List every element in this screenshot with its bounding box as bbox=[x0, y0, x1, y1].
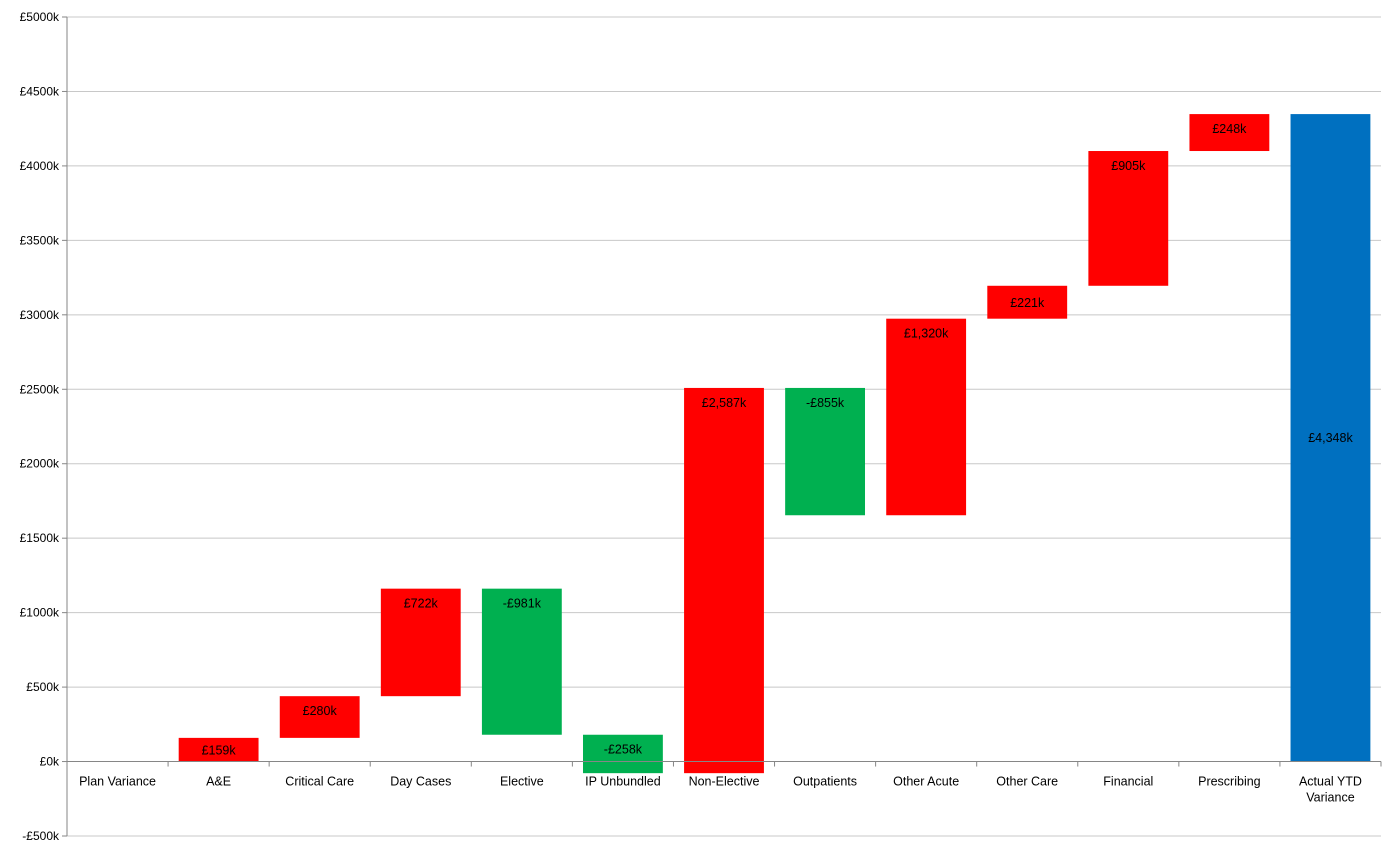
bar-day-cases bbox=[380, 588, 461, 697]
x-tick-label: Non-Elective bbox=[689, 775, 760, 789]
y-tick-label: £2500k bbox=[20, 382, 60, 396]
bar-prescribing bbox=[1189, 114, 1270, 152]
bar-non-elective bbox=[684, 387, 764, 774]
bar-other-acute bbox=[886, 318, 967, 516]
data-label: £905k bbox=[1111, 159, 1146, 173]
data-label: £248k bbox=[1212, 122, 1247, 136]
bar-ip-unbundled bbox=[582, 734, 663, 774]
data-label: £722k bbox=[404, 597, 439, 611]
data-label: -£981k bbox=[503, 597, 542, 611]
x-tick-label: Day Cases bbox=[390, 775, 451, 789]
x-tick-label: Financial bbox=[1103, 775, 1153, 789]
x-tick-label: Prescribing bbox=[1198, 775, 1261, 789]
y-tick-label: £5000k bbox=[20, 10, 60, 24]
y-tick-label: £1500k bbox=[20, 531, 60, 545]
bar-elective bbox=[481, 588, 562, 735]
data-label: -£855k bbox=[806, 396, 845, 410]
y-tick-label: £4000k bbox=[20, 159, 60, 173]
x-tick-label: Outpatients bbox=[793, 775, 857, 789]
bar-critical-care bbox=[279, 696, 360, 738]
data-label: £221k bbox=[1010, 296, 1045, 310]
y-tick-label: £3000k bbox=[20, 308, 60, 322]
x-tick-label: Plan Variance bbox=[79, 775, 156, 789]
bar-financial bbox=[1088, 151, 1169, 286]
y-tick-label: £4500k bbox=[20, 84, 60, 98]
x-tick-label: Elective bbox=[500, 775, 544, 789]
data-label: £1,320k bbox=[904, 327, 949, 341]
y-tick-label: -£500k bbox=[22, 829, 60, 843]
x-tick-label: A&E bbox=[206, 775, 231, 789]
data-label: £280k bbox=[303, 704, 338, 718]
y-tick-label: £2000k bbox=[20, 457, 60, 471]
x-tick-label: Actual YTD Variance bbox=[1299, 775, 1362, 805]
y-tick-label: £500k bbox=[26, 680, 60, 694]
data-label: £4,348k bbox=[1308, 431, 1353, 445]
y-tick-label: £3500k bbox=[20, 233, 60, 247]
x-tick-label: Other Acute bbox=[893, 775, 959, 789]
x-tick-label: Critical Care bbox=[285, 775, 354, 789]
bar-a-e bbox=[178, 737, 259, 762]
data-label: -£258k bbox=[604, 743, 643, 757]
data-label: £2,587k bbox=[702, 396, 747, 410]
data-label: £159k bbox=[202, 744, 237, 758]
axes bbox=[62, 16, 1382, 837]
x-tick-label: IP Unbundled bbox=[585, 775, 661, 789]
bar-actual-ytd-variance bbox=[1290, 114, 1371, 762]
labels: -£500k £0k £500k £1000k £1500k £2000k £2500k £3… bbox=[20, 10, 1362, 843]
x-tick-label: Other Care bbox=[996, 775, 1058, 789]
y-tick-label: £1000k bbox=[20, 606, 60, 620]
y-tick-label: £0k bbox=[40, 755, 60, 769]
bar-outpatients bbox=[785, 387, 866, 516]
bars bbox=[178, 114, 1371, 774]
bar-other-care bbox=[987, 285, 1068, 319]
